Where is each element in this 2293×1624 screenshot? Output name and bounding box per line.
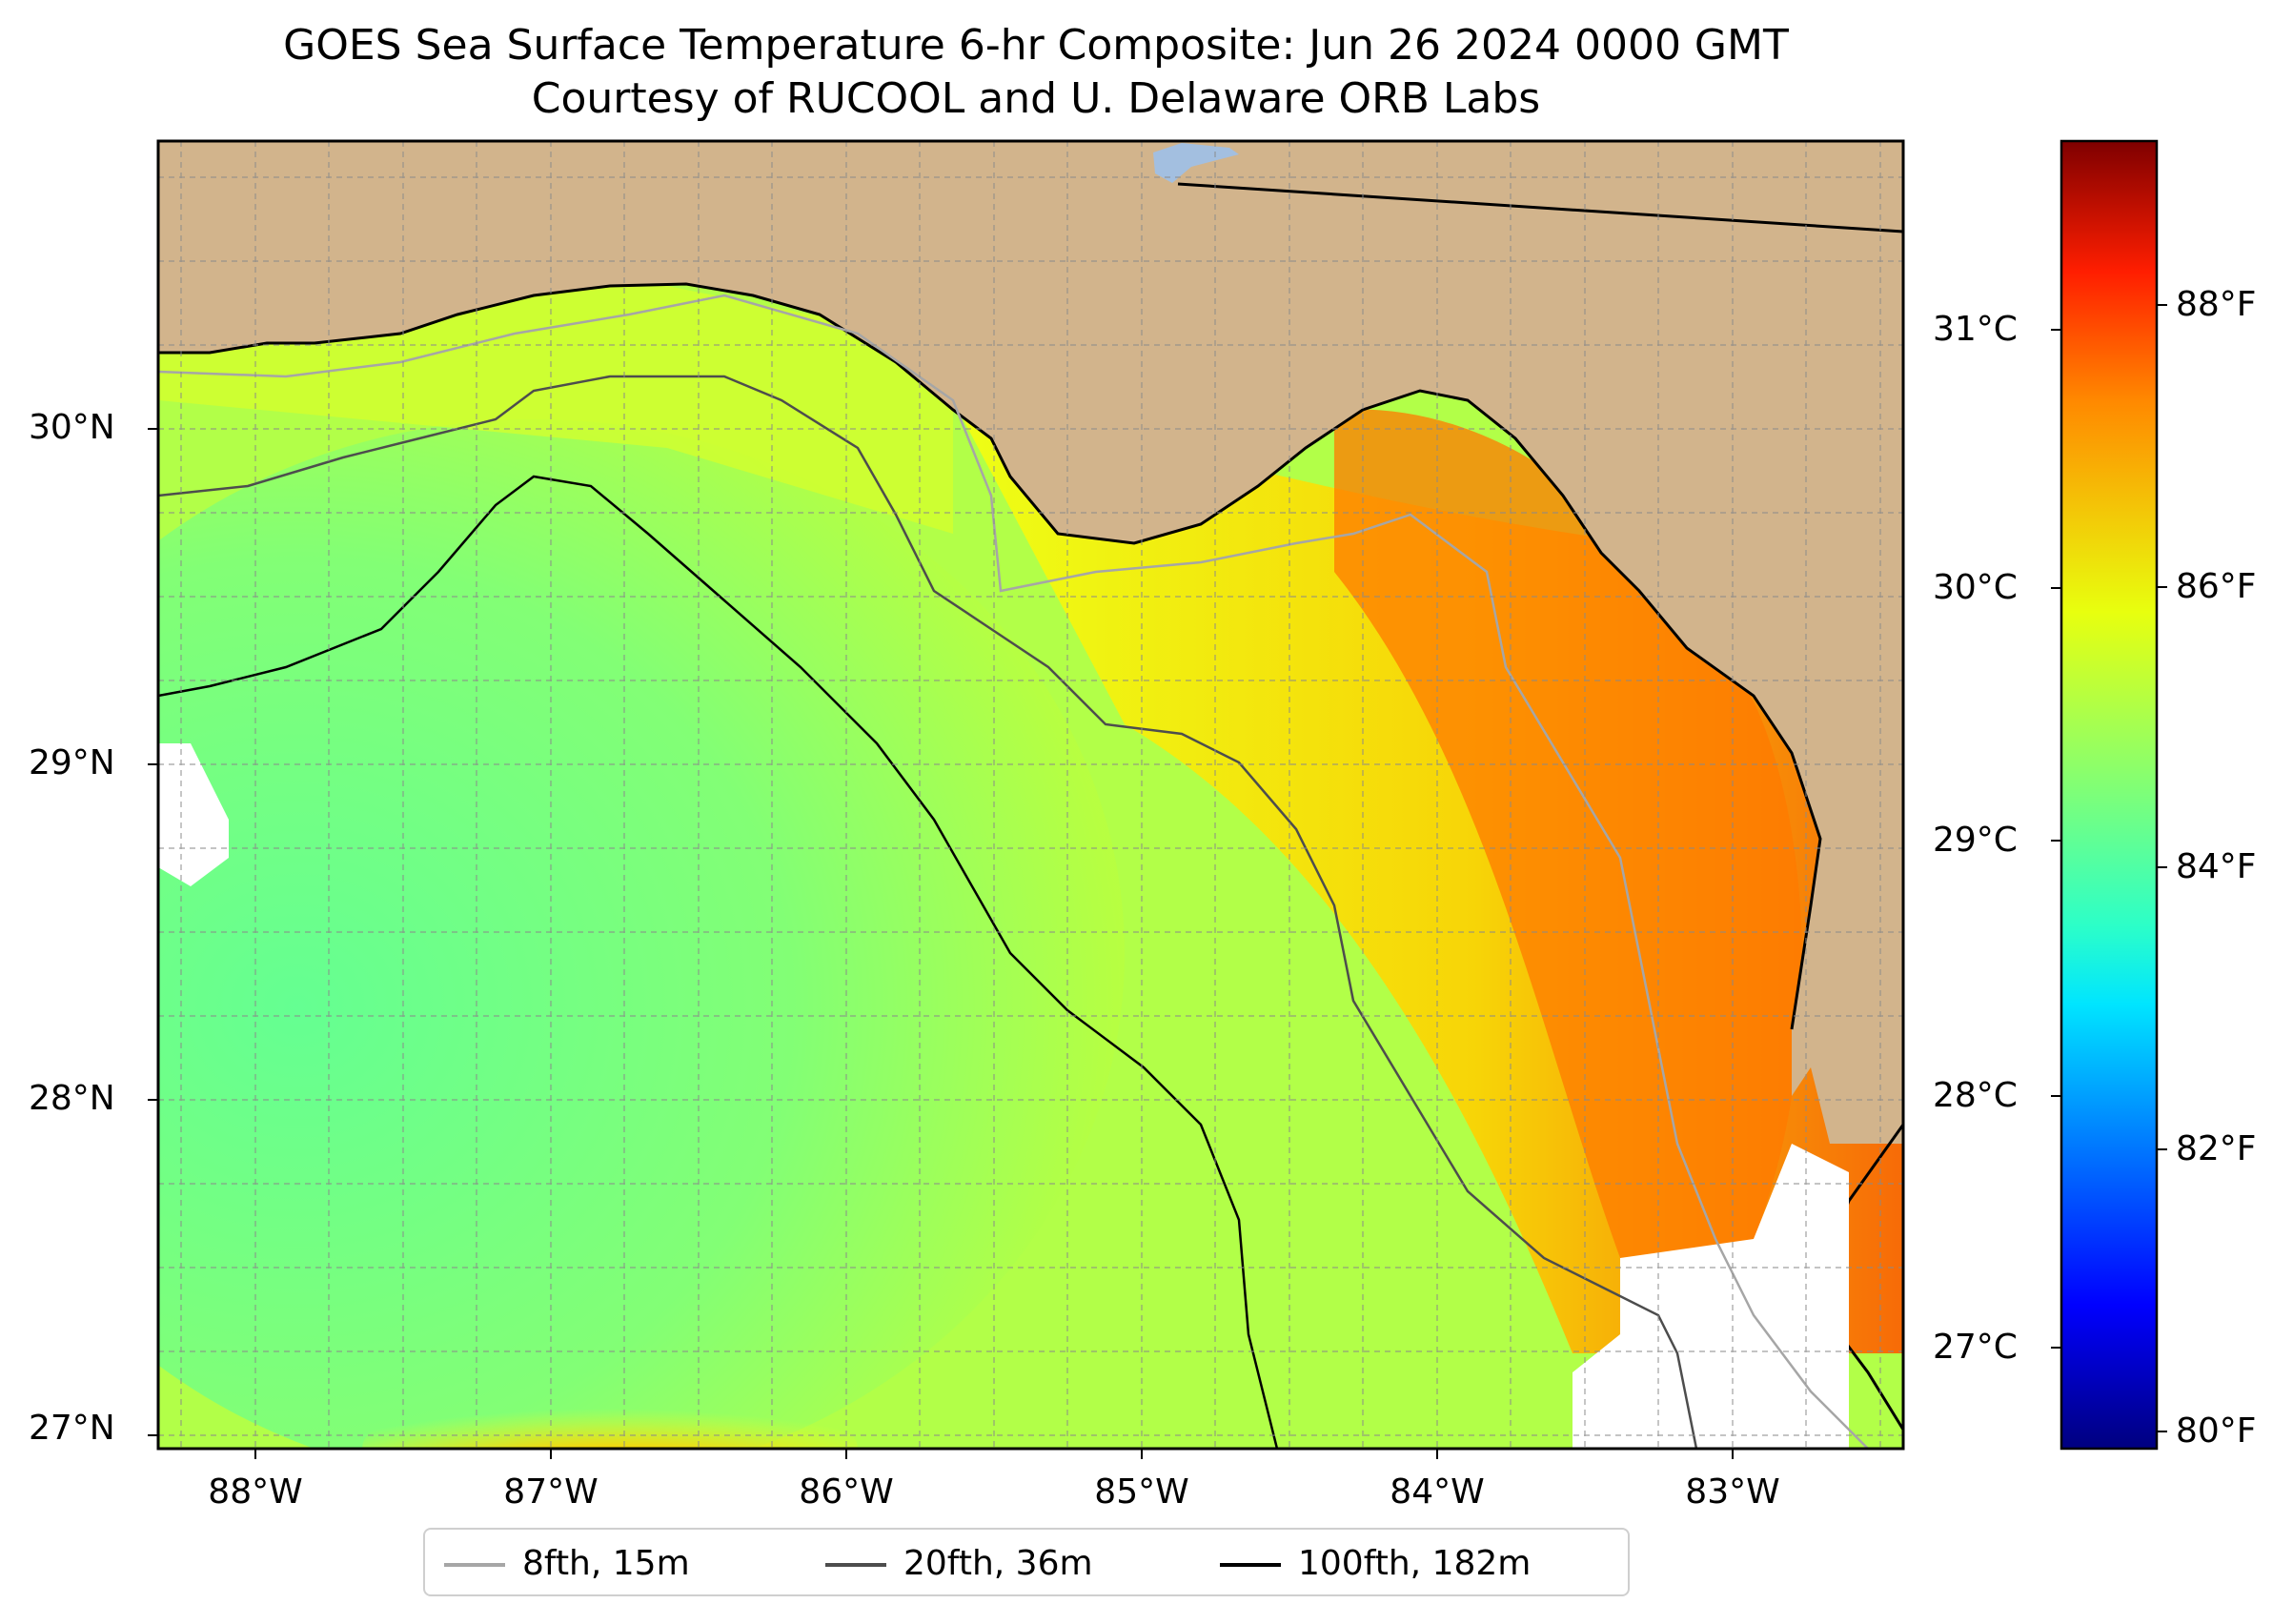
tick-marks [148,428,1734,1459]
contour-36m [158,375,1698,1449]
lon-label: 83°W [1685,1472,1780,1512]
fahrenheit-label: 80°F [2176,1411,2257,1451]
legend-line-182m [1220,1563,1281,1567]
contour-15m [158,294,1869,1449]
no-data-tampa [1573,1144,1849,1449]
colorbar-ticks [2051,304,2167,1432]
chart-title: GOES Sea Surface Temperature 6-hr Compos… [283,21,1789,70]
land-mass [158,141,1903,1144]
lake [1153,143,1239,183]
fahrenheit-label: 86°F [2176,567,2257,606]
legend-line-15m [444,1563,505,1567]
fahrenheit-label: 82°F [2176,1129,2257,1168]
coastal-shelf-water [158,286,953,534]
legend-label: 20fth, 36m [903,1544,1093,1583]
state-border [1177,182,1903,233]
lat-label: 29°N [29,743,115,782]
no-data-west [158,743,229,886]
lon-label: 87°W [503,1472,599,1512]
gridlines [158,141,1903,1449]
fahrenheit-label: 88°F [2176,285,2257,324]
legend-label: 100fth, 182m [1298,1544,1532,1583]
lon-label: 86°W [799,1472,894,1512]
map-frame [156,139,1905,1451]
celsius-label: 29°C [1933,821,2018,860]
legend-line-36m [825,1563,886,1567]
chart-subtitle: Courtesy of RUCOOL and U. Delaware ORB L… [531,74,1541,123]
lat-label: 30°N [29,408,115,447]
lat-label: 28°N [29,1079,115,1118]
contour-legend: 8fth, 15m 20fth, 36m 100fth, 182m [423,1528,1630,1596]
lat-label: 27°N [29,1409,115,1448]
cool-water-region [158,419,1125,1449]
lon-label: 84°W [1390,1472,1485,1512]
fahrenheit-label: 84°F [2176,847,2257,886]
lon-label: 88°W [208,1472,303,1512]
coastline [158,282,1822,1030]
celsius-label: 31°C [1933,310,2018,349]
contour-182m [158,475,1279,1449]
celsius-label: 27°C [1933,1328,2018,1367]
warm-eddy-south [362,1382,858,1449]
legend-label: 8fth, 15m [522,1544,690,1583]
celsius-label: 30°C [1933,568,2018,607]
celsius-label: 28°C [1933,1076,2018,1115]
colorbar [2060,139,2159,1451]
lon-label: 85°W [1094,1472,1189,1512]
